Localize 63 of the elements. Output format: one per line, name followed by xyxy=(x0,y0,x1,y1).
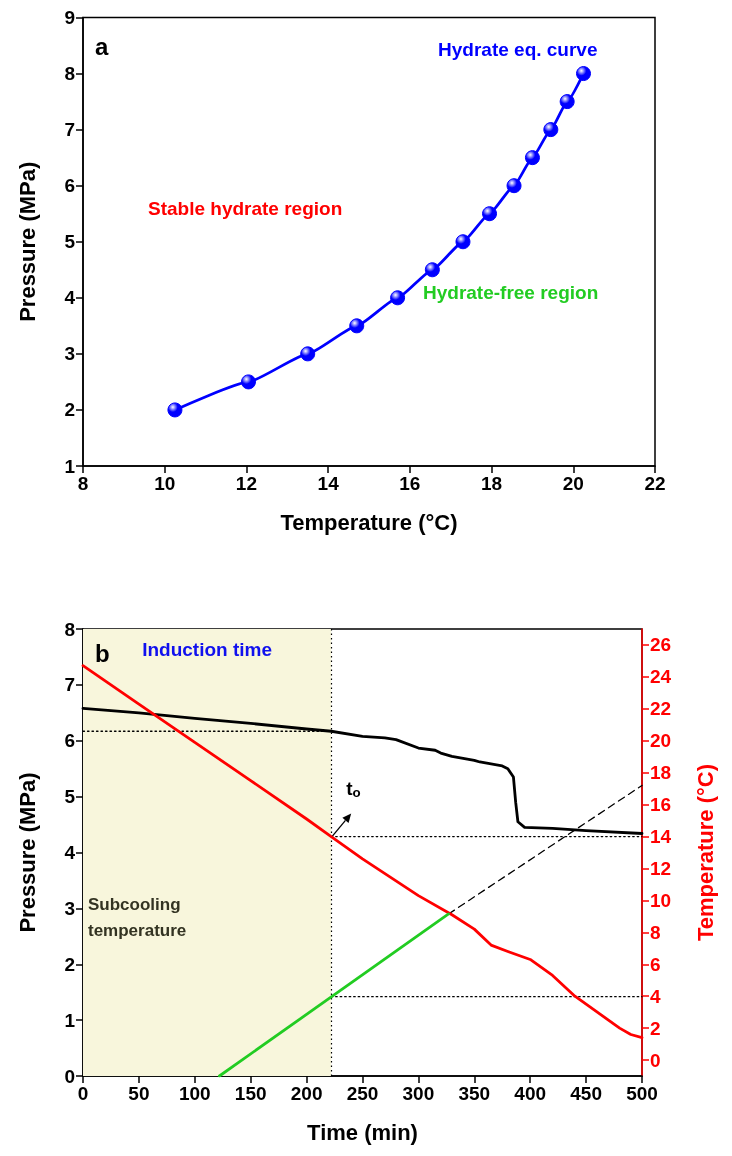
y-tick-label: 1 xyxy=(64,1009,76,1031)
x-tick-label: 200 xyxy=(290,1083,323,1104)
y-axis-title: Pressure (MPa) xyxy=(14,772,40,933)
y-axis-title: Pressure (MPa) xyxy=(14,161,40,322)
y2-axis-title: Temperature (°C) xyxy=(692,763,718,942)
y2-tick-label: 0 xyxy=(650,1049,661,1071)
y2-tick-label: 26 xyxy=(650,634,672,656)
y2-tick-label: 24 xyxy=(650,666,672,688)
y2-tick-label: 10 xyxy=(650,889,672,911)
x-tick-label: 20 xyxy=(562,473,584,494)
x-tick-label: 8 xyxy=(77,473,89,494)
x-tick-label: 450 xyxy=(570,1083,602,1104)
y-tick-label: 3 xyxy=(64,343,75,365)
x-tick-label: 300 xyxy=(402,1083,435,1104)
y2-tick-label: 16 xyxy=(650,794,672,816)
y-tick-label: 9 xyxy=(64,7,75,28)
x-tick-label: 500 xyxy=(626,1083,658,1104)
annotation: b xyxy=(95,639,110,667)
series-label: Hydrate eq. curve xyxy=(438,38,598,60)
annotation: a xyxy=(95,32,109,60)
y-tick-label: 7 xyxy=(64,119,75,141)
x-tick-label: 14 xyxy=(317,473,340,494)
y2-tick-label: 12 xyxy=(650,857,672,879)
y-tick-label: 4 xyxy=(64,842,76,863)
y-tick-label: 3 xyxy=(64,897,75,919)
y2-tick-label: 4 xyxy=(650,985,661,1007)
y2-tick-label: 20 xyxy=(650,730,672,752)
y-tick-label: 2 xyxy=(64,399,75,421)
x-tick-label: 16 xyxy=(399,473,421,494)
y-tick-label: 7 xyxy=(64,674,75,696)
x-tick-label: 250 xyxy=(346,1083,379,1104)
x-tick-label: 150 xyxy=(234,1083,267,1104)
x-tick-label: 10 xyxy=(154,473,176,494)
x-axis-title: Time (min) xyxy=(307,1119,418,1145)
annotation: Stable hydrate region xyxy=(148,197,343,219)
y2-tick-label: 14 xyxy=(650,826,672,848)
x-tick-label: 18 xyxy=(481,473,503,494)
annotation: Hydrate-free region xyxy=(423,281,599,303)
x-tick-label: 22 xyxy=(644,473,666,494)
band-label: Induction time xyxy=(142,639,273,660)
y-tick-label: 0 xyxy=(64,1065,75,1087)
y-tick-label: 5 xyxy=(64,231,76,253)
y2-tick-label: 18 xyxy=(650,762,672,784)
y2-tick-label: 8 xyxy=(650,921,661,943)
y2-tick-label: 22 xyxy=(650,698,672,720)
x-tick-label: 400 xyxy=(514,1083,547,1104)
y2-tick-label: 2 xyxy=(650,1017,661,1039)
y-tick-label: 2 xyxy=(64,953,75,975)
annotation: Subcooling temperature xyxy=(88,895,187,940)
y-tick-label: 6 xyxy=(64,175,75,197)
x-tick-label: 350 xyxy=(458,1083,491,1104)
x-axis-title: Temperature (°C) xyxy=(280,509,458,535)
y-tick-label: 8 xyxy=(64,63,75,85)
y-tick-label: 4 xyxy=(64,287,76,309)
y2-tick-label: 6 xyxy=(650,953,661,975)
x-tick-label: 50 xyxy=(128,1083,150,1104)
y-tick-label: 8 xyxy=(64,618,75,640)
y-tick-label: 5 xyxy=(64,786,76,808)
x-tick-label: 100 xyxy=(178,1083,211,1104)
x-tick-label: 12 xyxy=(235,473,257,494)
x-tick-label: 0 xyxy=(77,1083,89,1104)
y-tick-label: 1 xyxy=(64,455,76,477)
y-tick-label: 6 xyxy=(64,730,75,752)
